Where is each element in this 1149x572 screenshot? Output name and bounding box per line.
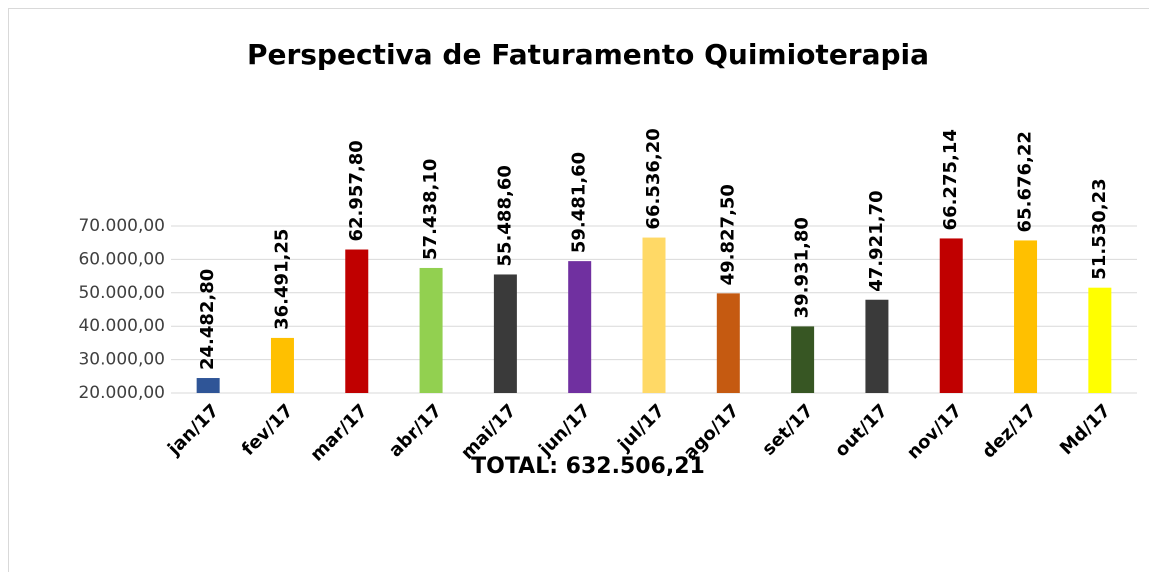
total-label: TOTAL: 632.506,21	[471, 454, 705, 479]
y-tick-label: 60.000,00	[78, 249, 165, 269]
bar	[270, 337, 294, 393]
bar	[642, 237, 666, 393]
bar	[196, 378, 220, 393]
data-label: 57.438,10	[420, 159, 441, 260]
bar	[1014, 240, 1038, 393]
bar	[493, 274, 517, 393]
data-label: 49.827,50	[717, 184, 738, 285]
y-tick-label: 50.000,00	[78, 283, 165, 303]
bar	[345, 249, 369, 393]
data-label: 47.921,70	[866, 190, 887, 291]
data-label: 24.482,80	[197, 269, 218, 370]
data-label: 39.931,80	[792, 217, 813, 318]
data-label: 36.491,25	[271, 229, 292, 330]
y-tick-label: 30.000,00	[78, 350, 165, 370]
data-label: 51.530,23	[1089, 178, 1110, 279]
bar	[419, 267, 443, 393]
data-label: 62.957,80	[346, 140, 367, 241]
bar	[939, 238, 963, 393]
data-label: 65.676,22	[1015, 131, 1036, 232]
chart-title: Perspectiva de Faturamento Quimioterapia	[247, 38, 929, 71]
bar	[568, 261, 592, 393]
data-label: 55.488,60	[494, 165, 515, 266]
data-label: 66.536,20	[643, 128, 664, 229]
bar	[865, 299, 889, 393]
y-tick-label: 70.000,00	[78, 216, 165, 236]
data-label: 59.481,60	[569, 152, 590, 253]
bar	[1088, 287, 1112, 393]
bar	[716, 293, 740, 393]
y-tick-label: 20.000,00	[78, 383, 165, 403]
data-label: 66.275,14	[940, 129, 961, 230]
y-tick-label: 40.000,00	[78, 316, 165, 336]
bar	[791, 326, 815, 393]
